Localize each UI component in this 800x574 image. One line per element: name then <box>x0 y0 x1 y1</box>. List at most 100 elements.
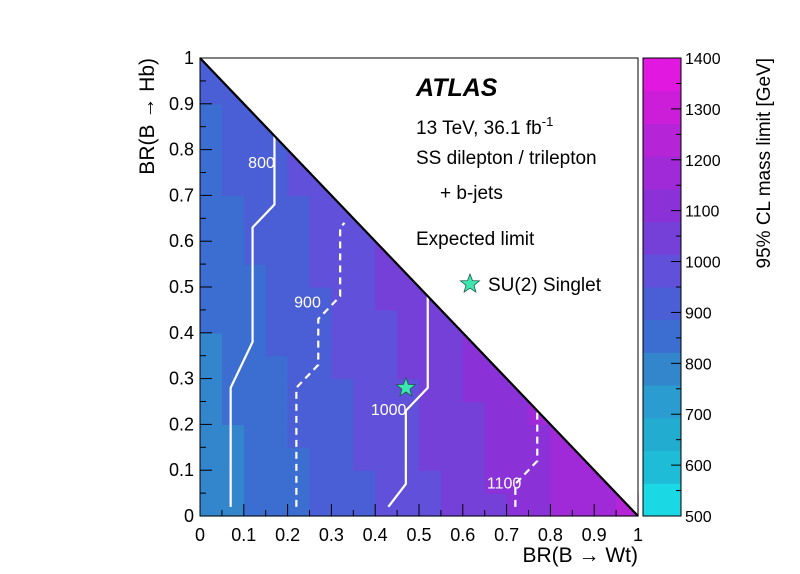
x-tick-label: 0 <box>195 525 205 545</box>
heatmap-cell <box>484 470 508 494</box>
heatmap-cell <box>243 218 267 242</box>
colorbar <box>642 57 682 517</box>
heatmap-cell <box>506 493 530 517</box>
heatmap-cell <box>265 401 289 425</box>
y-tick-label: 0.5 <box>169 277 194 297</box>
heatmap-cell <box>331 401 354 425</box>
heatmap-cell <box>265 218 289 242</box>
heatmap-cell <box>287 287 311 311</box>
heatmap-cell <box>331 424 354 448</box>
colorbar-tick-label: 900 <box>685 305 712 322</box>
heatmap-cell <box>550 493 573 517</box>
heatmap-cell <box>506 447 530 471</box>
heatmap-cell <box>484 447 508 471</box>
heatmap-cell <box>287 172 311 196</box>
x-tick-label: 0.1 <box>231 525 256 545</box>
heatmap-cell <box>221 470 245 494</box>
heatmap-cell <box>265 309 289 334</box>
colorbar-tick-label: 700 <box>685 407 712 424</box>
heatmap-cell <box>243 241 267 265</box>
x-tick-label: 0.4 <box>363 525 388 545</box>
colorbar-swatch <box>643 188 681 223</box>
heatmap-cell <box>200 195 223 219</box>
heatmap-cell <box>353 332 376 357</box>
heatmap-cell <box>221 424 245 448</box>
colorbar-swatch <box>643 123 681 157</box>
heatmap-cell <box>419 309 442 334</box>
heatmap-cell <box>200 470 223 494</box>
heatmap-cell <box>221 264 245 288</box>
energy-label: 13 TeV, 36.1 fb-1 <box>416 114 553 139</box>
heatmap-cell <box>221 149 245 174</box>
heatmap-cell <box>221 447 245 471</box>
heatmap-cell <box>243 401 267 425</box>
heatmap-cell <box>309 332 332 357</box>
colorbar-swatch <box>643 156 681 190</box>
heatmap-cell <box>243 424 267 448</box>
heatmap-cell <box>397 355 420 380</box>
heatmap-cell <box>594 493 617 517</box>
heatmap-cell <box>375 447 398 471</box>
heatmap-cell <box>221 172 245 196</box>
heatmap-cell <box>200 103 223 128</box>
heatmap-cell <box>265 378 289 403</box>
heatmap-cell <box>221 218 245 242</box>
heatmap-cell <box>440 378 464 403</box>
heatmap-cell <box>440 332 464 357</box>
heatmap-cell <box>287 424 311 448</box>
colorbar-swatch <box>643 221 681 255</box>
colorbar-swatch <box>643 483 681 517</box>
y-tick-label: 0.4 <box>169 323 194 343</box>
heatmap-cell <box>331 218 354 242</box>
heatmap-cell <box>462 378 486 403</box>
heatmap-cell <box>265 447 289 471</box>
contour-label: 800 <box>248 155 275 172</box>
heatmap-cell <box>243 378 267 403</box>
heatmap-cell <box>309 401 332 425</box>
heatmap-cell <box>375 378 398 403</box>
heatmap-cell <box>462 470 486 494</box>
heatmap-cell <box>397 447 420 471</box>
heatmap-cell <box>331 470 354 494</box>
heatmap-cell <box>200 332 223 357</box>
heatmap-cell <box>200 218 223 242</box>
heatmap-cell <box>353 264 376 288</box>
colorbar-tick-label: 800 <box>685 356 712 373</box>
x-tick-label: 0.7 <box>494 525 519 545</box>
x-axis-title: BR(B → Wt) <box>523 544 639 567</box>
heatmap-cell <box>353 378 376 403</box>
heatmap-cell <box>419 424 442 448</box>
heatmap-cell <box>221 241 245 265</box>
x-tick-label: 0.9 <box>582 525 607 545</box>
heatmap-cell <box>243 470 267 494</box>
heatmap-cell <box>287 470 311 494</box>
heatmap-cell <box>375 424 398 448</box>
heatmap-cell <box>375 264 398 288</box>
heatmap-cell <box>440 355 464 380</box>
heatmap-cell <box>550 447 573 471</box>
heatmap-cell <box>287 378 311 403</box>
legend-marker-label: SU(2) Singlet <box>488 275 602 296</box>
heatmap-cell <box>397 493 420 517</box>
heatmap-cell <box>331 378 354 403</box>
heatmap-cell <box>221 126 245 151</box>
heatmap-cell <box>550 470 573 494</box>
heatmap-cell <box>287 332 311 357</box>
contour-label: 900 <box>294 295 321 312</box>
colorbar-swatch <box>643 90 681 124</box>
heatmap-cell <box>221 378 245 403</box>
heatmap-cell <box>287 309 311 334</box>
heatmap-cell <box>287 218 311 242</box>
colorbar-swatch <box>643 319 681 353</box>
y-axis-title: BR(B → Hb) <box>136 58 159 175</box>
heatmap-cell <box>221 401 245 425</box>
heatmap-cell <box>265 287 289 311</box>
heatmap-cell <box>353 309 376 334</box>
heatmap-cell <box>419 401 442 425</box>
heatmap-cell <box>243 287 267 311</box>
heatmap-cell <box>309 378 332 403</box>
heatmap-cell <box>397 424 420 448</box>
heatmap-cell <box>243 309 267 334</box>
heatmap-cell <box>221 493 245 517</box>
heatmap-cell <box>462 424 486 448</box>
